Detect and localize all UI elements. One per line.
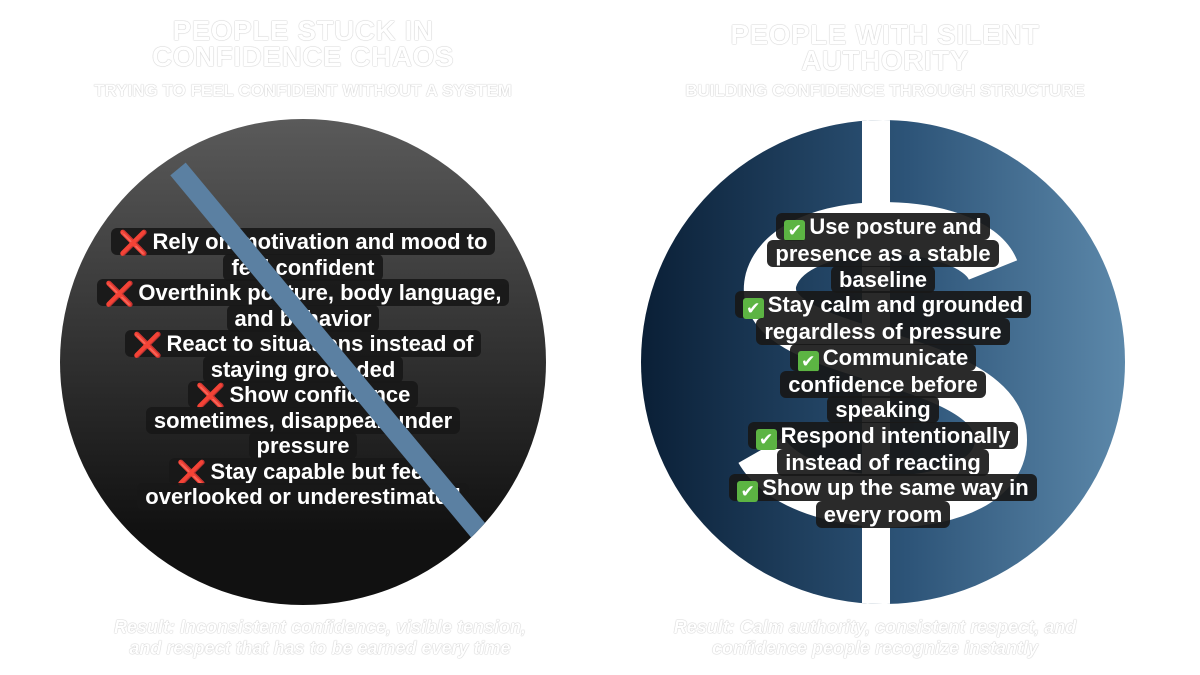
right-title-line1: PEOPLE WITH SILENT xyxy=(730,19,1040,50)
right-title-line2: AUTHORITY xyxy=(801,45,969,76)
left-circle: ❌ Rely on motivation and mood to feel con… xyxy=(60,119,546,605)
left-title: PEOPLE STUCK IN CONFIDENCE CHAOS xyxy=(60,15,546,72)
right-title: PEOPLE WITH SILENT AUTHORITY xyxy=(640,19,1130,76)
right-item: ✔ Respond intentionally instead of reacti… xyxy=(699,421,1067,476)
left-result-line1: Result: Inconsistent confidence, visible… xyxy=(113,617,527,637)
cross-mark-icon: ❌ xyxy=(118,230,149,257)
check-mark-icon: ✔ xyxy=(737,481,759,502)
right-item: ✔ Stay calm and grounded regardless of pr… xyxy=(699,291,1067,345)
right-item: ✔ Show up the same way in every room xyxy=(699,474,1067,528)
left-subtitle: TRYING TO FEEL CONFIDENT WITHOUT A SYSTE… xyxy=(94,81,512,100)
check-mark-icon: ✔ xyxy=(797,350,819,372)
check-mark-icon: ✔ xyxy=(742,298,764,319)
right-result-line1: Result: Calm authority, consistent respe… xyxy=(673,617,1077,637)
right-subtitle: BUILDING CONFIDENCE THROUGH STRUCTURE xyxy=(685,81,1085,100)
cross-mark-icon: ❌ xyxy=(195,383,226,410)
check-mark-icon: ✔ xyxy=(784,220,806,241)
strike-line xyxy=(170,162,500,554)
left-item: ❌ Rely on motivation and mood to feel con… xyxy=(94,228,512,281)
left-result: Result: Inconsistent confidence, visible… xyxy=(40,617,600,659)
right-item: ✔ Communicate confidence before speaking xyxy=(699,343,1067,423)
left-title-line2: CONFIDENCE CHAOS xyxy=(151,41,454,72)
left-title-line1: PEOPLE STUCK IN xyxy=(172,15,434,46)
right-result-line2: confidence people recognize instantly xyxy=(711,638,1039,658)
cross-mark-icon: ❌ xyxy=(104,281,135,308)
right-circle: ✔ Use posture and presence as a stable ba… xyxy=(641,120,1125,604)
right-result: Result: Calm authority, consistent respe… xyxy=(600,617,1150,659)
left-result-line2: and respect that has to be earned every … xyxy=(129,638,511,658)
cross-mark-icon: ❌ xyxy=(132,332,163,359)
cross-mark-icon: ❌ xyxy=(176,459,207,487)
right-item: ✔ Use posture and presence as a stable ba… xyxy=(699,213,1067,293)
check-mark-icon: ✔ xyxy=(755,428,777,450)
right-items: ✔ Use posture and presence as a stable ba… xyxy=(641,213,1125,528)
